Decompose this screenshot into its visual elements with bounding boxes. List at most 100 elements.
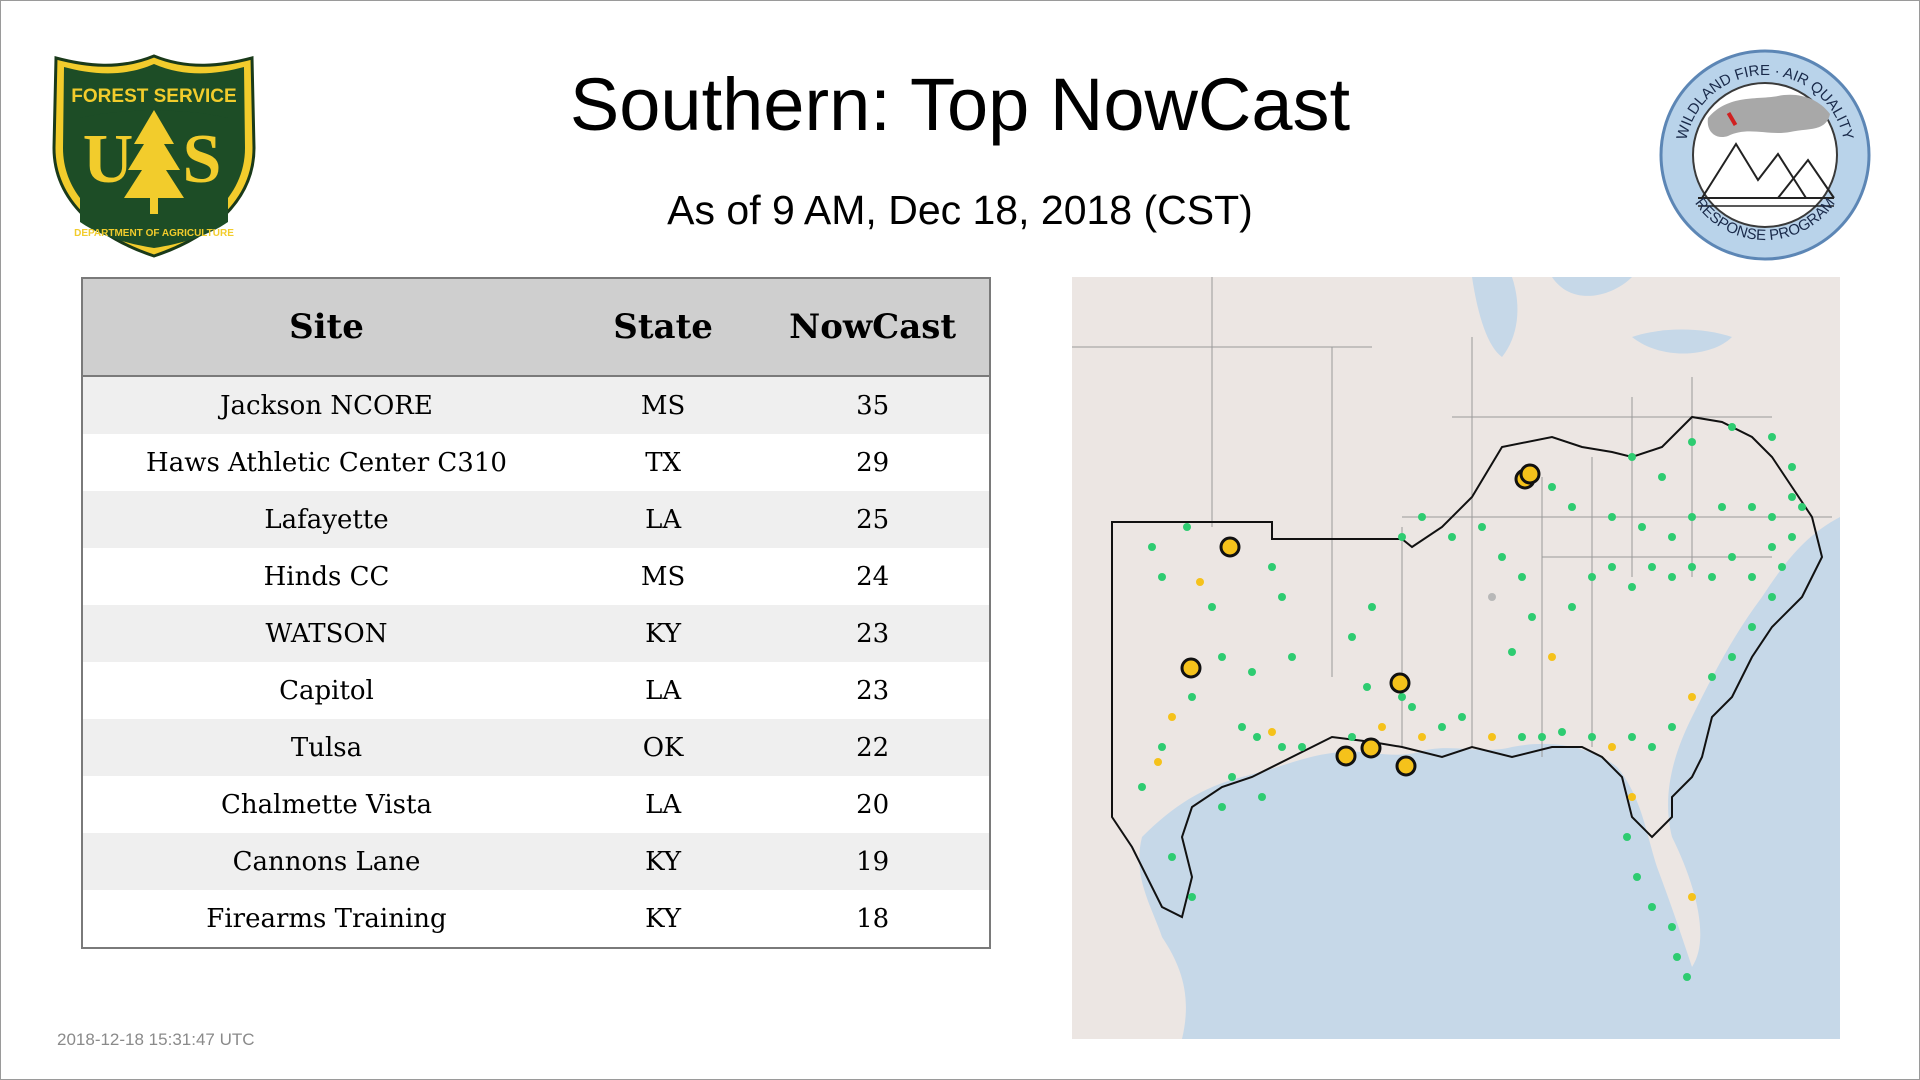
- site-marker: [1298, 743, 1306, 751]
- site-marker: [1508, 648, 1516, 656]
- site-marker: [1518, 573, 1526, 581]
- site-marker: [1648, 563, 1656, 571]
- site-marker: [1148, 543, 1156, 551]
- cell-site: Tulsa: [82, 719, 570, 776]
- site-marker: [1548, 483, 1556, 491]
- site-marker: [1628, 733, 1636, 741]
- site-marker: [1688, 438, 1696, 446]
- table-row: Lafayette LA 25: [82, 491, 990, 548]
- site-marker: [1398, 693, 1406, 701]
- site-marker: [1248, 668, 1256, 676]
- site-marker: [1348, 633, 1356, 641]
- site-marker: [1748, 573, 1756, 581]
- site-marker: [1798, 503, 1806, 511]
- site-marker: [1608, 743, 1616, 751]
- site-marker: [1628, 453, 1636, 461]
- site-marker: [1683, 973, 1691, 981]
- site-marker: [1538, 733, 1546, 741]
- site-marker: [1628, 793, 1636, 801]
- site-marker: [1718, 503, 1726, 511]
- site-marker: [1268, 563, 1276, 571]
- site-marker: [1548, 653, 1556, 661]
- svg-text:FOREST SERVICE: FOREST SERVICE: [71, 86, 236, 107]
- site-marker: [1748, 503, 1756, 511]
- svg-text:S: S: [183, 121, 222, 198]
- table-row: Capitol LA 23: [82, 662, 990, 719]
- map-water: [1139, 517, 1840, 1039]
- table-row: Chalmette Vista LA 20: [82, 776, 990, 833]
- site-marker: [1708, 673, 1716, 681]
- site-marker: [1158, 743, 1166, 751]
- site-marker: [1568, 603, 1576, 611]
- southern-region-map: [1072, 277, 1840, 1039]
- site-marker: [1668, 723, 1676, 731]
- top-site-marker: [1360, 737, 1382, 759]
- cell-site: Cannons Lane: [82, 833, 570, 890]
- cell-site: Chalmette Vista: [82, 776, 570, 833]
- nowcast-table: Site State NowCast Jackson NCORE MS 35 Haws…: [81, 277, 991, 949]
- site-marker: [1668, 573, 1676, 581]
- cell-nowcast: 25: [756, 491, 990, 548]
- site-marker: [1788, 493, 1796, 501]
- site-marker: [1623, 833, 1631, 841]
- site-marker: [1768, 593, 1776, 601]
- site-marker: [1278, 593, 1286, 601]
- table-row: Firearms Training KY 18: [82, 890, 990, 948]
- site-marker: [1658, 473, 1666, 481]
- site-marker: [1368, 603, 1376, 611]
- site-marker: [1728, 423, 1736, 431]
- site-marker: [1218, 653, 1226, 661]
- cell-state: OK: [569, 719, 757, 776]
- site-marker: [1168, 853, 1176, 861]
- monitoring-sites: [1138, 423, 1806, 981]
- site-marker: [1288, 653, 1296, 661]
- cell-state: LA: [569, 776, 757, 833]
- site-marker: [1448, 533, 1456, 541]
- cell-site: WATSON: [82, 605, 570, 662]
- header-site: Site: [82, 278, 570, 377]
- site-marker: [1138, 783, 1146, 791]
- generated-timestamp: 2018-12-18 15:31:47 UTC: [57, 1030, 255, 1049]
- svg-text:DEPARTMENT OF AGRICULTURE: DEPARTMENT OF AGRICULTURE: [74, 228, 234, 239]
- site-marker: [1458, 713, 1466, 721]
- cell-state: LA: [569, 491, 757, 548]
- site-marker: [1568, 503, 1576, 511]
- site-marker: [1673, 953, 1681, 961]
- site-marker: [1788, 533, 1796, 541]
- cell-nowcast: 18: [756, 890, 990, 948]
- site-marker: [1608, 563, 1616, 571]
- wildland-fire-air-quality-seal-icon: WILDLAND FIRE · AIR QUALITY RESPONSE PRO…: [1659, 49, 1871, 261]
- cell-state: KY: [569, 890, 757, 948]
- top-site-marker: [1180, 657, 1202, 679]
- site-marker: [1768, 513, 1776, 521]
- cell-site: Hinds CC: [82, 548, 570, 605]
- site-marker: [1278, 743, 1286, 751]
- table-row: WATSON KY 23: [82, 605, 990, 662]
- cell-state: MS: [569, 376, 757, 434]
- top-site-marker: [1389, 672, 1411, 694]
- site-marker: [1768, 433, 1776, 441]
- site-marker: [1778, 563, 1786, 571]
- site-marker: [1668, 923, 1676, 931]
- lake-michigan: [1472, 277, 1518, 357]
- site-marker: [1228, 773, 1236, 781]
- site-marker: [1588, 573, 1596, 581]
- lake-huron: [1552, 277, 1632, 296]
- cell-nowcast: 22: [756, 719, 990, 776]
- site-marker: [1728, 553, 1736, 561]
- site-marker: [1688, 893, 1696, 901]
- table-header-row: Site State NowCast: [82, 278, 990, 377]
- top-site-marker: [1395, 755, 1417, 777]
- site-marker: [1418, 733, 1426, 741]
- site-marker: [1708, 573, 1716, 581]
- southern-region-outline: [1111, 415, 1824, 919]
- site-marker: [1158, 573, 1166, 581]
- site-marker: [1668, 533, 1676, 541]
- site-marker: [1238, 723, 1246, 731]
- cell-state: TX: [569, 434, 757, 491]
- table-row: Tulsa OK 22: [82, 719, 990, 776]
- site-marker: [1438, 723, 1446, 731]
- site-marker: [1488, 733, 1496, 741]
- state-borders: [1072, 277, 1832, 757]
- site-marker: [1488, 593, 1496, 601]
